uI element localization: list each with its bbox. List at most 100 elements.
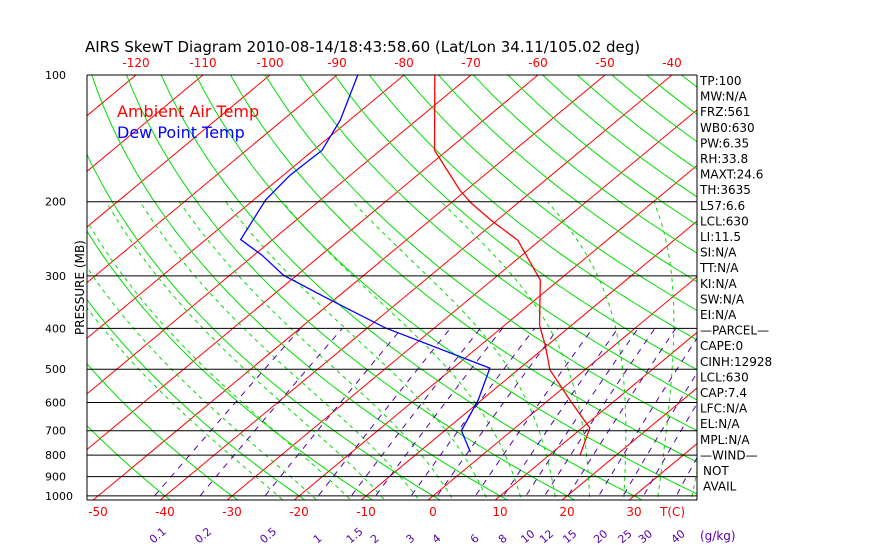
- isotherm-line: [87, 75, 405, 339]
- pressure-tick-label: 200: [45, 196, 66, 209]
- isotherm-line: [87, 75, 472, 395]
- dry-adiabat-line: [91, 75, 509, 500]
- isotherm-line: [0, 75, 69, 505]
- mixing-ratio-tick-label: 2: [368, 532, 382, 546]
- dry-adiabat-line: [472, 75, 697, 254]
- index-label: TH:3635: [699, 183, 751, 197]
- index-label: TP:100: [699, 74, 742, 88]
- grid-lines: [0, 75, 870, 505]
- chart-title: AIRS SkewT Diagram 2010-08-14/18:43:58.6…: [85, 38, 640, 56]
- index-label: SI:N/A: [700, 246, 737, 260]
- mixing-ratio-tick-label: 6: [468, 532, 482, 546]
- bottom-temp-tick-label: -50: [88, 505, 108, 519]
- pressure-tick-label: 500: [45, 363, 66, 376]
- index-label: L57:6.6: [700, 199, 745, 213]
- mixing-ratio-line: [150, 328, 301, 500]
- isotherm-line: [87, 75, 137, 117]
- top-temp-tick-label: -50: [595, 56, 615, 70]
- isotherm-line: [360, 220, 697, 500]
- dry-adiabat-line: [87, 298, 306, 500]
- index-label: SW:N/A: [700, 292, 745, 306]
- mixing-ratio-tick-label: 1.5: [344, 525, 366, 546]
- top-temp-tick-label: -40: [662, 56, 682, 70]
- mixing-ratio-tick-label: 0.5: [257, 525, 279, 546]
- y-axis-label: PRESSURE (MB): [73, 240, 87, 335]
- pressure-tick-label: 900: [45, 471, 66, 484]
- mixing-ratio-unit: (g/kg): [700, 529, 736, 543]
- index-label: EI:N/A: [700, 308, 737, 322]
- dew-point-line: [239, 75, 491, 453]
- index-label: EL:N/A: [700, 417, 740, 431]
- index-label: AVAIL: [703, 480, 737, 494]
- index-label: LCL:630: [700, 370, 749, 384]
- mixing-ratio-tick-label: 1: [311, 532, 325, 546]
- dry-adiabat-line: [368, 75, 697, 341]
- mixing-ratio-tick-label: 0.2: [192, 525, 214, 546]
- pressure-tick-label: 600: [45, 397, 66, 410]
- moist-adiabat-line: [225, 201, 488, 500]
- index-label: TT:N/A: [699, 261, 739, 275]
- bottom-temp-tick-label: -10: [356, 505, 376, 519]
- pressure-tick-label: 800: [45, 449, 66, 462]
- moist-adiabat-line: [352, 201, 557, 500]
- dry-adiabat-line: [438, 75, 697, 283]
- mixing-ratio-tick-label: 0.1: [147, 525, 169, 546]
- pressure-tick-label: 400: [45, 322, 66, 335]
- dry-adiabat-line: [160, 75, 644, 500]
- moist-adiabat-line: [178, 201, 454, 500]
- axis-labels: 0.1 0.2 0.5 1 1.5 2 3 4 6 8 10 12 15 20 25 30 4010020030…: [45, 56, 698, 546]
- mixing-ratio-tick-label: 3: [404, 532, 418, 546]
- isotherm-line: [757, 75, 870, 505]
- top-temp-tick-label: -80: [394, 56, 414, 70]
- dry-adiabat-line: [403, 75, 697, 312]
- mixing-ratio-line: [371, 328, 503, 500]
- pressure-tick-label: 1000: [45, 490, 73, 503]
- legend-dew-point: Dew Point Temp: [117, 123, 245, 142]
- index-label: LFC:N/A: [700, 402, 748, 416]
- mixing-ratio-line: [433, 328, 559, 500]
- mixing-ratio-line: [195, 328, 343, 500]
- bottom-temp-tick-label: -30: [222, 505, 242, 519]
- index-label: MW:N/A: [700, 90, 748, 104]
- isotherm-line: [87, 75, 271, 228]
- mixing-ratio-tick-label: 20: [591, 527, 610, 546]
- dry-adiabat-line: [230, 75, 697, 463]
- legend-ambient-temp: Ambient Air Temp: [117, 102, 259, 121]
- mixing-ratio-line: [541, 328, 656, 500]
- dry-adiabat-line: [264, 75, 697, 432]
- dry-adiabat-line: [751, 75, 870, 505]
- isotherm-line: [561, 387, 697, 500]
- index-label: —WIND—: [700, 448, 758, 462]
- mixing-ratio-line: [500, 328, 619, 500]
- moist-adiabat-line: [547, 201, 627, 500]
- index-label: —PARCEL—: [700, 324, 769, 338]
- mixing-ratio-line: [407, 328, 535, 500]
- mixing-ratio-tick-label: 15: [560, 527, 579, 546]
- moist-adiabat-line: [281, 201, 523, 500]
- ambient-temp-line: [433, 75, 591, 456]
- pressure-tick-label: 300: [45, 270, 66, 283]
- isotherm-line: [494, 331, 697, 500]
- isotherm-line: [427, 276, 697, 500]
- isotherm-line: [92, 75, 606, 500]
- mixing-ratio-tick-label: 8: [496, 532, 510, 546]
- moist-adiabat-line: [690, 468, 697, 500]
- index-label: CINH:12928: [700, 355, 772, 369]
- pressure-tick-label: 700: [45, 425, 66, 438]
- dry-adiabat-line: [126, 75, 576, 500]
- top-temp-tick-label: -70: [461, 56, 481, 70]
- index-label: LCL:630: [700, 214, 749, 228]
- index-label: RH:33.8: [700, 152, 748, 166]
- index-label: PW:6.35: [700, 136, 749, 150]
- index-label: NOT: [703, 464, 729, 478]
- mixing-ratio-line: [347, 328, 481, 500]
- isotherm-line: [87, 75, 338, 284]
- index-label: CAPE:0: [700, 339, 743, 353]
- dry-adiabat-line: [87, 424, 172, 500]
- mixing-ratio-line: [314, 328, 451, 500]
- bottom-temp-tick-label: -20: [289, 505, 309, 519]
- bottom-temp-tick-label: 20: [559, 505, 574, 519]
- index-label: MPL:N/A: [700, 433, 750, 447]
